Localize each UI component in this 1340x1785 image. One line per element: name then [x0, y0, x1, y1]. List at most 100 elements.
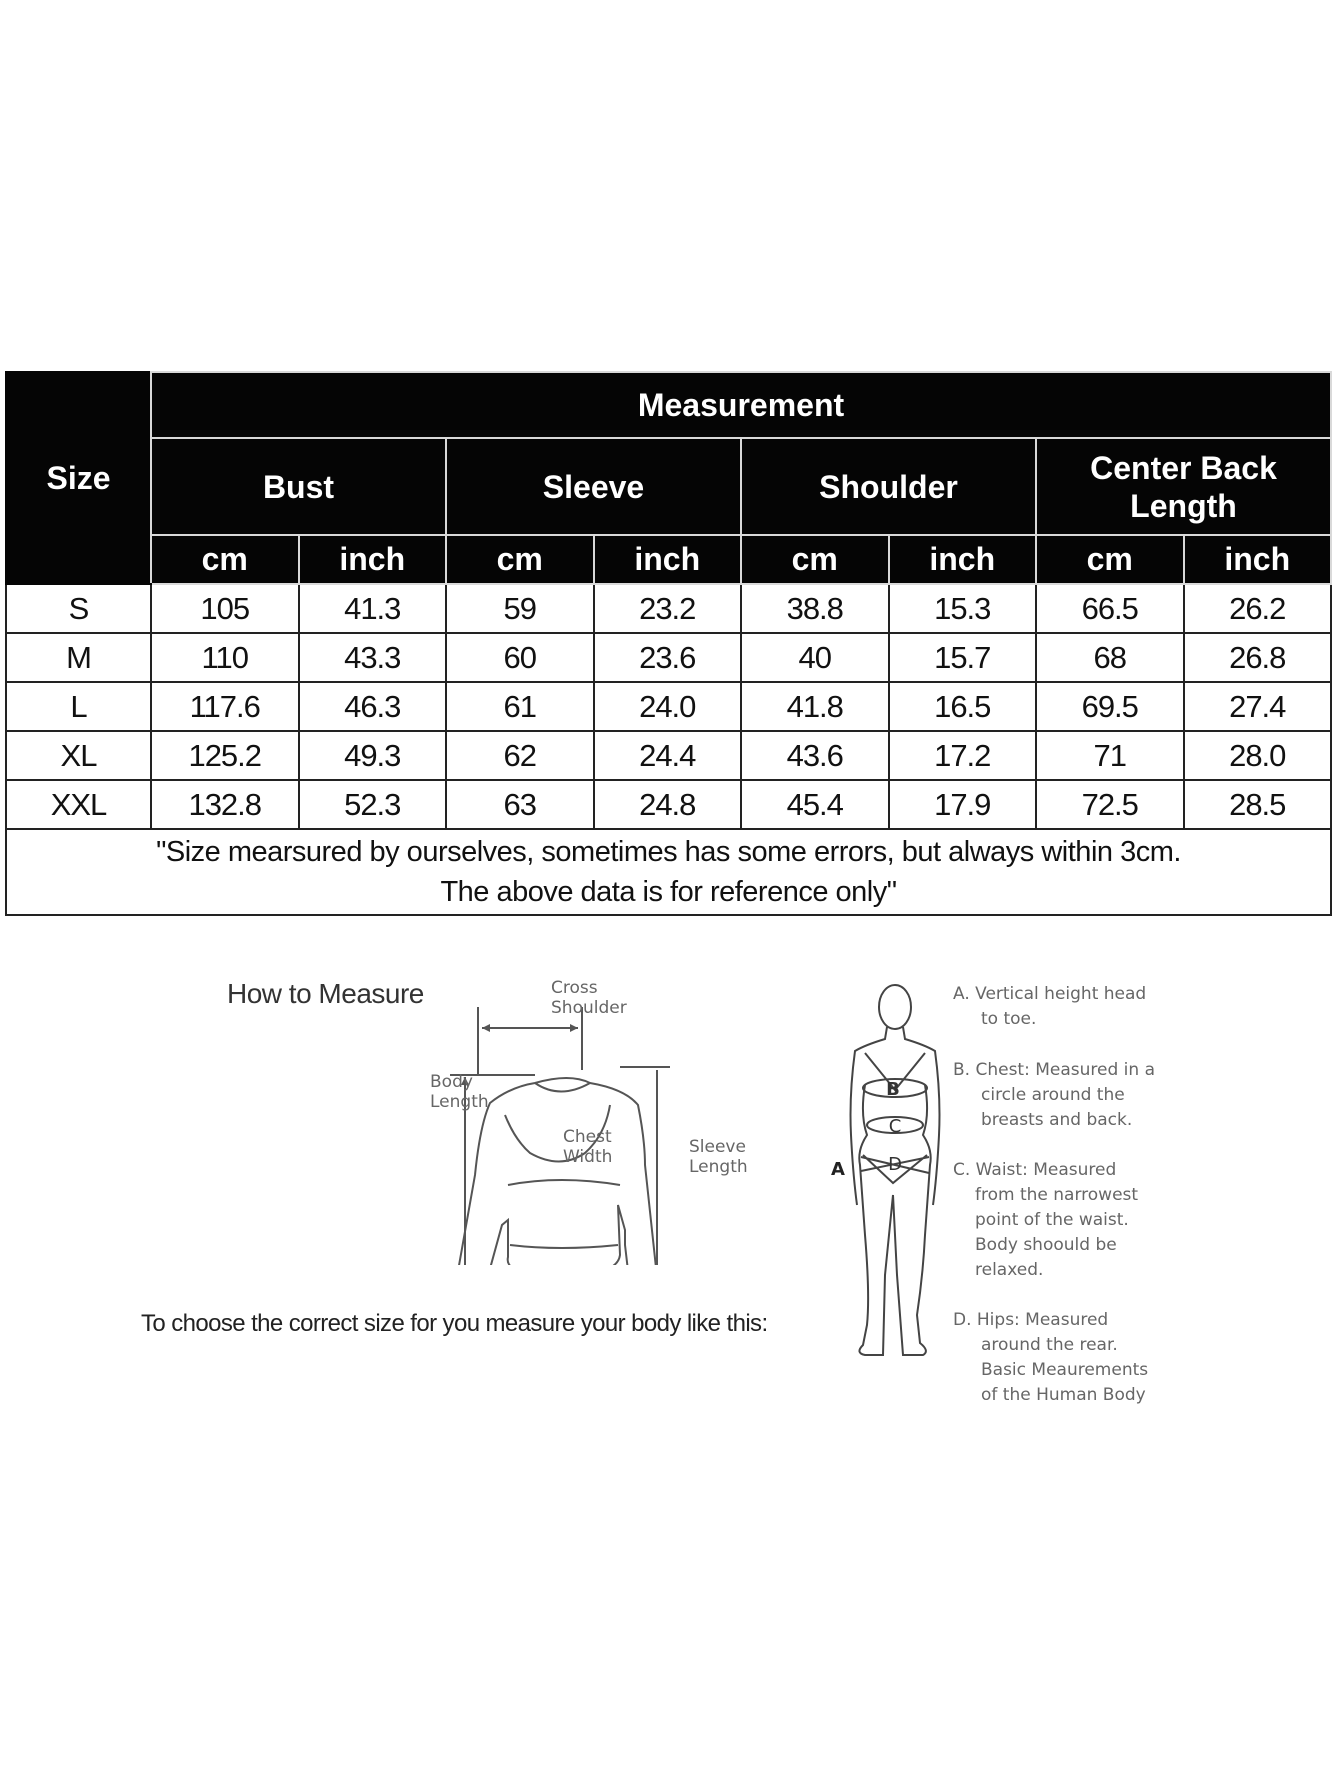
instruction-text: To choose the correct size for you measu…	[141, 1310, 768, 1337]
unit-header: cm	[445, 534, 595, 585]
description-line: C. Waist: Measured	[953, 1160, 1117, 1180]
unit-header: inch	[887, 534, 1037, 585]
value-cell: 52.3	[297, 779, 447, 830]
table-row: XXL 132.8 52.3 63 24.8 45.4 17.9 72.5 28.5	[5, 779, 1332, 830]
label-line: Body	[430, 1072, 473, 1092]
value-cell: 117.6	[150, 681, 300, 732]
label-line: Shoulder	[551, 998, 627, 1018]
value-cell: 26.2	[1182, 583, 1332, 634]
description-line: relaxed.	[975, 1260, 1044, 1280]
value-cell: 17.2	[887, 730, 1037, 781]
label-line: Length	[430, 1092, 489, 1112]
label-line: Sleeve	[689, 1137, 746, 1157]
description-line: A. Vertical height head	[953, 984, 1147, 1004]
value-cell: 68	[1035, 632, 1185, 683]
description-line: Basic Meaurements	[981, 1360, 1149, 1380]
value-cell: 15.3	[887, 583, 1037, 634]
value-cell: 71	[1035, 730, 1185, 781]
value-cell: 61	[445, 681, 595, 732]
body-figure-diagram: B C D A	[831, 984, 941, 1356]
size-chart-table: Size Measurement Bust Sleeve Shoulder Ce…	[5, 371, 1332, 916]
value-cell: 69.5	[1035, 681, 1185, 732]
size-header: Size	[5, 371, 152, 585]
how-to-measure-title: How to Measure	[227, 978, 424, 1009]
value-cell: 46.3	[297, 681, 447, 732]
value-cell: 110	[150, 632, 300, 683]
measurement-header: Measurement	[150, 371, 1332, 439]
value-cell: 59	[445, 583, 595, 634]
description-line: point of the waist.	[975, 1210, 1129, 1230]
unit-header: inch	[297, 534, 447, 585]
label-a: A	[831, 1159, 845, 1180]
description-line: Body shoould be	[975, 1235, 1117, 1255]
label-line: Cross	[551, 978, 598, 998]
value-cell: 105	[150, 583, 300, 634]
unit-header: cm	[150, 534, 300, 585]
description-line: of the Human Body	[981, 1385, 1146, 1405]
value-cell: 63	[445, 779, 595, 830]
size-cell: L	[5, 681, 152, 732]
value-cell: 62	[445, 730, 595, 781]
size-cell: S	[5, 583, 152, 634]
value-cell: 45.4	[740, 779, 890, 830]
unit-row: cm inch cm inch cm inch cm inch	[6, 534, 1332, 585]
value-cell: 24.4	[592, 730, 742, 781]
value-cell: 27.4	[1182, 681, 1332, 732]
value-cell: 17.9	[887, 779, 1037, 830]
note-line-1: "Size mearsured by ourselves, sometimes …	[156, 836, 1181, 868]
unit-header: inch	[592, 534, 742, 585]
value-cell: 24.8	[592, 779, 742, 830]
value-cell: 43.3	[297, 632, 447, 683]
label-b: B	[886, 1079, 900, 1100]
value-cell: 66.5	[1035, 583, 1185, 634]
table-note: "Size mearsured by ourselves, sometimes …	[5, 828, 1332, 916]
cross-shoulder-label: Cross Shoulder	[551, 978, 627, 1018]
description-b: B. Chest: Measured in a circle around the…	[953, 1058, 1155, 1133]
value-cell: 23.2	[592, 583, 742, 634]
value-cell: 26.8	[1182, 632, 1332, 683]
value-cell: 15.7	[887, 632, 1037, 683]
value-cell: 16.5	[887, 681, 1037, 732]
table-row: L 117.6 46.3 61 24.0 41.8 16.5 69.5 27.4	[5, 681, 1332, 732]
group-header-shoulder: Shoulder	[740, 437, 1037, 536]
description-line: D. Hips: Measured	[953, 1310, 1109, 1330]
value-cell: 41.3	[297, 583, 447, 634]
note-line-2: The above data is for reference only"	[440, 876, 897, 908]
description-line: around the rear.	[981, 1335, 1118, 1355]
description-line: circle around the	[981, 1085, 1125, 1105]
label-line: Width	[563, 1147, 613, 1167]
value-cell: 28.0	[1182, 730, 1332, 781]
value-cell: 132.8	[150, 779, 300, 830]
description-d: D. Hips: Measured around the rear. Basic M…	[953, 1308, 1148, 1408]
sweater-diagram	[450, 1007, 670, 1265]
value-cell: 40	[740, 632, 890, 683]
size-cell: XXL	[5, 779, 152, 830]
sweater-outline	[458, 1077, 657, 1265]
group-header-sleeve: Sleeve	[445, 437, 742, 536]
sleeve-length-label: Sleeve Length	[689, 1137, 748, 1177]
chest-width-label: Chest Width	[563, 1127, 612, 1167]
group-header-center-back-length: Center Back Length	[1035, 437, 1332, 536]
label-c: C	[889, 1116, 902, 1137]
value-cell: 60	[445, 632, 595, 683]
group-header-bust: Bust	[150, 437, 447, 536]
value-cell: 49.3	[297, 730, 447, 781]
description-line: B. Chest: Measured in a	[953, 1060, 1155, 1080]
size-cell: M	[5, 632, 152, 683]
unit-header: cm	[740, 534, 890, 585]
value-cell: 43.6	[740, 730, 890, 781]
description-line: to toe.	[981, 1009, 1037, 1029]
value-cell: 24.0	[592, 681, 742, 732]
description-line: from the narrowest	[975, 1185, 1139, 1205]
table-row: M 110 43.3 60 23.6 40 15.7 68 26.8	[5, 632, 1332, 683]
label-line: Length	[689, 1157, 748, 1177]
size-cell: XL	[5, 730, 152, 781]
label-d: D	[888, 1154, 902, 1175]
table-row: S 105 41.3 59 23.2 38.8 15.3 66.5 26.2	[5, 583, 1332, 634]
label-line: Chest	[563, 1127, 612, 1147]
value-cell: 38.8	[740, 583, 890, 634]
description-c: C. Waist: Measured from the narrowest poin…	[953, 1158, 1138, 1283]
description-line: breasts and back.	[981, 1110, 1133, 1130]
value-cell: 41.8	[740, 681, 890, 732]
value-cell: 28.5	[1182, 779, 1332, 830]
